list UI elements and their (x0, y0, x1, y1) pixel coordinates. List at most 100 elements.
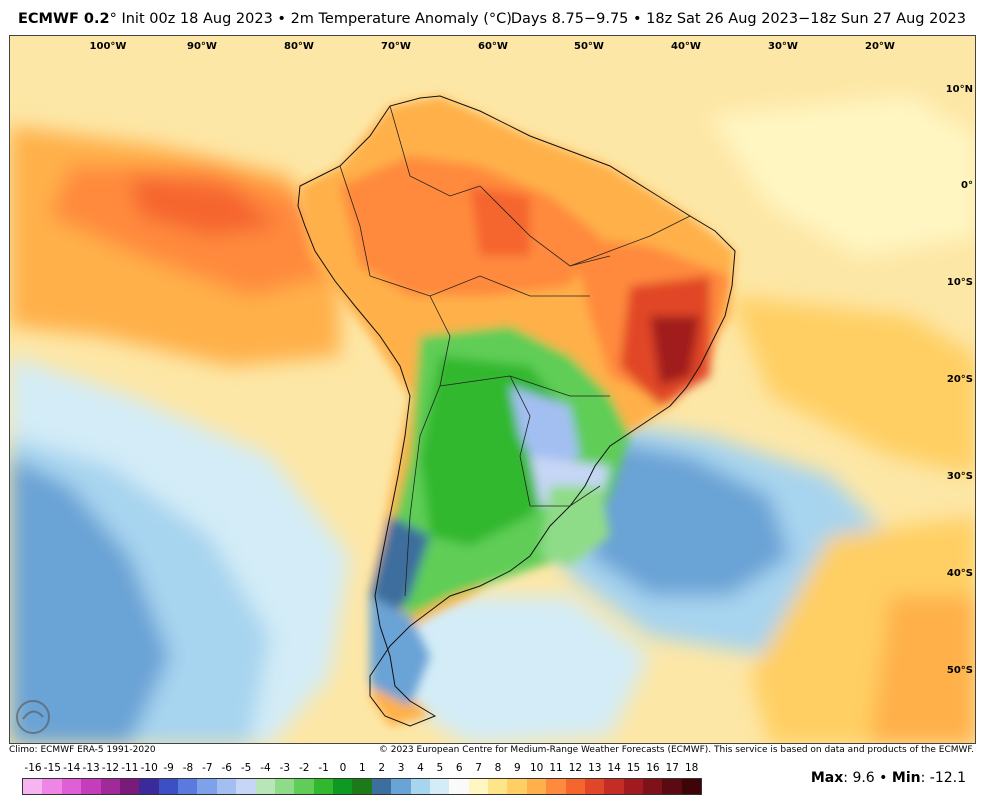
lat-label: 0° (961, 180, 973, 191)
colorbar-swatch (313, 779, 333, 794)
colorbar-swatch (449, 779, 469, 794)
anomaly-map: 100°W 90°W 80°W 70°W 60°W 50°W 40°W 30°W… (9, 35, 976, 744)
colorbar-tick: 18 (684, 762, 699, 774)
colorbar-tick: -16 (24, 762, 42, 774)
lon-label: 100°W (90, 41, 127, 52)
max-label: Max (810, 770, 844, 786)
colorbar-tick: -11 (121, 762, 139, 774)
lon-label: 90°W (187, 41, 217, 52)
colorbar-tick: -14 (63, 762, 81, 774)
valid-period: Days 8.75−9.75 • 18z Sat 26 Aug 2023−18z… (510, 11, 966, 27)
colorbar-swatch (333, 779, 353, 794)
colorbar-swatch (81, 779, 101, 794)
lon-label: 20°W (865, 41, 895, 52)
colorbar-tick: 4 (417, 762, 424, 774)
colorbar: -16 -15 -14 -13 -12 -11 -10 -9 -8 -7 -6 -5 -4 -3 -2 -1 0… (22, 762, 712, 795)
colorbar-swatch (565, 779, 585, 794)
colorbar-tick: -5 (240, 762, 252, 774)
colorbar-tick: -15 (43, 762, 61, 774)
model-name: ECMWF 0.2 (18, 11, 110, 27)
colorbar-swatch (100, 779, 120, 794)
colorbar-tick: 1 (358, 762, 366, 774)
colorbar-swatch (23, 779, 43, 794)
colorbar-swatch (662, 779, 682, 794)
colorbar-swatch (546, 779, 566, 794)
min-value: -12.1 (929, 770, 966, 786)
country-borders (339, 105, 691, 597)
colorbar-tick: 0 (339, 762, 347, 774)
colorbar-swatch (410, 779, 430, 794)
colorbar-tick: -7 (202, 762, 213, 774)
colorbar-swatch (429, 779, 450, 794)
colorbar-tick: -1 (318, 762, 329, 774)
longitude-labels: 100°W 90°W 80°W 70°W 60°W 50°W 40°W 30°W… (90, 41, 895, 52)
coastline (297, 95, 736, 727)
colorbar-swatch (526, 779, 547, 794)
colorbar-tick: -6 (221, 762, 232, 774)
colorbar-swatch (197, 779, 217, 794)
colorbar-swatch (604, 779, 624, 794)
climo-credit: Climo: ECMWF ERA-5 1991-2020 (9, 745, 156, 755)
colorbar-swatch (216, 779, 237, 794)
colorbar-swatch (294, 779, 314, 794)
lon-label: 80°W (284, 41, 314, 52)
colorbar-swatch (236, 779, 256, 794)
lat-label: 20°S (947, 374, 973, 385)
colorbar-tick: 10 (529, 762, 544, 774)
colorbar-tick: 7 (475, 762, 482, 774)
colorbar-swatches (22, 778, 702, 795)
lon-label: 70°W (381, 41, 411, 52)
colorbar-tick: -3 (279, 762, 291, 774)
colorbar-tick: 17 (665, 762, 679, 774)
colorbar-tick: 6 (455, 762, 463, 774)
colorbar-swatch (391, 779, 411, 794)
colorbar-tick: -12 (101, 762, 120, 774)
header: ECMWF 0.2° Init 00z 18 Aug 2023 • 2m Tem… (0, 0, 984, 34)
colorbar-swatch (42, 779, 62, 794)
colorbar-tick: -9 (163, 762, 174, 774)
colorbar-tick: 5 (436, 762, 444, 774)
title-left: ECMWF 0.2° Init 00z 18 Aug 2023 • 2m Tem… (18, 11, 512, 27)
lat-label: 10°S (947, 277, 973, 288)
colorbar-tick: -2 (298, 762, 310, 774)
colorbar-tick: -8 (182, 762, 194, 774)
colorbar-swatch (643, 779, 663, 794)
lon-label: 30°W (768, 41, 798, 52)
colorbar-swatch (681, 779, 702, 794)
weatherbell-logo (16, 700, 50, 734)
colorbar-tick: 9 (513, 762, 521, 774)
colorbar-tick: 16 (646, 762, 660, 774)
colorbar-swatch (139, 779, 159, 794)
colorbar-tick: 3 (397, 762, 405, 774)
colorbar-swatch (507, 779, 527, 794)
colorbar-tick: 13 (588, 762, 602, 774)
lat-label: 10°N (946, 84, 973, 95)
colorbar-swatch (119, 779, 140, 794)
colorbar-swatch (371, 779, 392, 794)
colorbar-swatch (274, 779, 295, 794)
colorbar-tick: -13 (82, 762, 100, 774)
colorbar-swatch (623, 779, 643, 794)
degree-sign: ° (109, 11, 117, 27)
colorbar-tick-labels: -16 -15 -14 -13 -12 -11 -10 -9 -8 -7 -6 -5 -4 -3 -2 -1 0… (22, 762, 712, 776)
colorbar-swatch (158, 779, 178, 794)
anomaly-fields (10, 96, 975, 743)
continent-fields (300, 96, 735, 726)
colorbar-tick: 12 (568, 762, 583, 774)
max-value: 9.6 (852, 770, 875, 786)
lat-label: 50°S (947, 665, 973, 676)
colorbar-tick: 14 (607, 762, 621, 774)
colorbar-swatch (584, 779, 605, 794)
lat-label: 30°S (947, 471, 973, 482)
lon-label: 60°W (478, 41, 508, 52)
lon-label: 50°W (574, 41, 604, 52)
colorbar-tick: 15 (626, 762, 641, 774)
colorbar-swatch (178, 779, 198, 794)
max-min-stats: Max: 9.6 • Min: -12.1 (810, 770, 966, 786)
latitude-labels: 10°N 0° 10°S 20°S 30°S 40°S 50°S (946, 84, 973, 676)
colorbar-swatch (488, 779, 508, 794)
stats-separator: • (879, 770, 888, 786)
lat-label: 40°S (947, 568, 973, 579)
min-label: Min (891, 770, 921, 786)
colorbar-tick: -4 (260, 762, 271, 774)
